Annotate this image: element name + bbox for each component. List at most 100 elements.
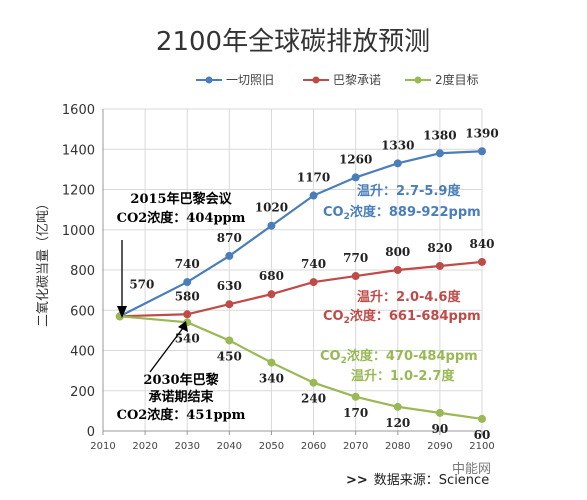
annotation-2030-line1: 2030年巴黎 [143,372,218,388]
annotation-2030: 2030年巴黎 承诺期结束 CO2浓度：451ppm [117,372,246,423]
legend-marker-paris [312,76,320,84]
y-tick-600: 600 [70,304,95,319]
series-1-point-2080 [393,266,402,274]
annotation-2015-line1: 2015年巴黎会议 [130,191,232,207]
annotation-2015-line2: CO2浓度：404ppm [117,210,246,226]
emissions-chart: 2100年全球碳排放预测 一切照旧 巴黎承诺 2度目标 二氧化碳当量（亿吨） [36,27,499,452]
series-1-point-2030 [183,310,192,319]
green-co2-suffix: 浓度：470-484ppm [347,348,478,364]
legend-label-2degree: 2度目标 [435,72,479,87]
legend-item-2degree: 2度目标 [405,72,479,87]
green-co2: CO2浓度：470-484ppm [320,348,478,366]
arrow-2030 [149,327,184,373]
x-tick-2060: 2060 [301,441,326,452]
x-tick-2010: 2010 [90,441,115,452]
data-label-1-2090: 820 [427,241,452,255]
y-axis-title: 二氧化碳当量（亿吨） [36,197,51,327]
series-1-point-2090 [435,261,444,270]
series-2-point-2080 [393,402,402,411]
legend-label-paris: 巴黎承诺 [333,73,381,87]
y-tick-labels: 0 200 400 600 800 1000 1200 1400 1600 [62,103,95,440]
legend-marker-2degree [414,76,422,84]
series-0-point-2090 [435,149,444,158]
legend-marker-bau [205,76,213,84]
arrow-2015-head [117,306,127,318]
y-tick-1400: 1400 [62,143,95,158]
source-arrow: >> [346,473,368,488]
series-0-point-2070 [351,173,360,182]
data-label-1-2050: 680 [259,269,284,283]
red-co2-sub: 2 [344,316,350,326]
x-tick-2070: 2070 [343,441,368,452]
data-label-1-2080: 800 [385,245,410,259]
series-1-point-2050 [267,290,276,299]
series-2-point-2100 [478,414,486,423]
series-0-point-2040 [225,251,234,260]
series-0-point-2060 [309,191,318,200]
legend-item-paris-pledge: 巴黎承诺 [303,73,381,87]
series-2-point-2070 [351,392,360,401]
data-label-0-2070: 1260 [339,152,372,166]
x-tick-2080: 2080 [385,441,410,452]
series-0-point-2050 [267,221,276,230]
y-tick-1600: 1600 [62,103,95,118]
data-label-1-2070: 770 [343,251,368,265]
legend-item-business-as-usual: 一切照旧 [196,73,274,87]
series-1-point-2060 [309,278,318,287]
legend-label-bau: 一切照旧 [226,73,274,87]
x-tick-2020: 2020 [132,441,157,452]
data-label-2-2090: 90 [432,422,449,436]
blue-co2: CO2浓度：889-922ppm [323,204,481,222]
data-label-0-2090: 1380 [423,128,456,142]
data-label-1-2060: 740 [301,257,326,271]
series-1-point-2040 [225,300,234,309]
series-2-point-2060 [309,378,318,387]
blue-co2-suffix: 浓度：889-922ppm [350,204,481,220]
annotation-2030-line2: 承诺期结束 [148,389,214,405]
x-tick-2090: 2090 [427,441,452,452]
series-layer [115,147,486,423]
data-label-0-2030: 740 [175,257,200,271]
data-label-2-2080: 120 [385,416,410,430]
data-label-2-2100: 60 [474,428,491,442]
red-co2-suffix: 浓度：661-684ppm [350,308,481,324]
data-label-1-2100: 840 [469,237,494,251]
data-label-0-2040: 870 [217,231,242,245]
annotation-2015: 2015年巴黎会议 CO2浓度：404ppm [117,191,246,226]
x-tick-2030: 2030 [174,441,199,452]
data-label-0-2100: 1390 [465,126,498,140]
watermark-text: 中能网 [452,462,492,477]
red-co2: CO2浓度：661-684ppm [323,308,481,326]
data-label-2-2060: 240 [301,392,326,406]
series-0-point-2030 [183,278,192,287]
x-tick-2040: 2040 [217,441,242,452]
red-temp: 温升：2.0-4.6度 [357,289,461,305]
series-1-point-2070 [351,272,360,281]
series-2-point-2040 [225,336,234,345]
green-temp: 温升：1.0-2.7度 [351,368,455,384]
data-label-0-2050: 1020 [255,201,288,215]
blue-co2-sub: 2 [344,212,350,222]
annotation-red: 温升：2.0-4.6度 CO2浓度：661-684ppm [323,289,481,326]
legend: 一切照旧 巴黎承诺 2度目标 [196,72,479,87]
data-label-start: 570 [129,277,154,291]
data-label-2-2050: 340 [259,372,284,386]
y-tick-800: 800 [70,264,95,279]
series-0-point-2080 [393,159,402,168]
data-label-2-2030: 540 [175,331,200,345]
data-labels: 740 870 1020 1170 1260 1330 1380 1390 580 630 680 7… [129,126,498,442]
data-label-2-2070: 170 [343,406,368,420]
source-text: 数据来源：Science [373,473,490,488]
data-label-1-2030: 580 [175,289,200,303]
axes [102,109,483,435]
watermark: 中能网 [452,458,491,477]
series-1-point-2100 [478,257,486,266]
series-0-point-2100 [478,147,486,156]
chart-title: 2100年全球碳排放预测 [156,27,430,57]
x-tick-2050: 2050 [259,441,284,452]
y-tick-200: 200 [70,385,95,400]
x-tick-labels: 2010 2020 2030 2040 2050 2060 2070 2080 2090 2100 [90,441,494,452]
data-label-0-2080: 1330 [381,138,414,152]
y-tick-400: 400 [70,345,95,360]
arrow-2030-head [178,321,188,332]
